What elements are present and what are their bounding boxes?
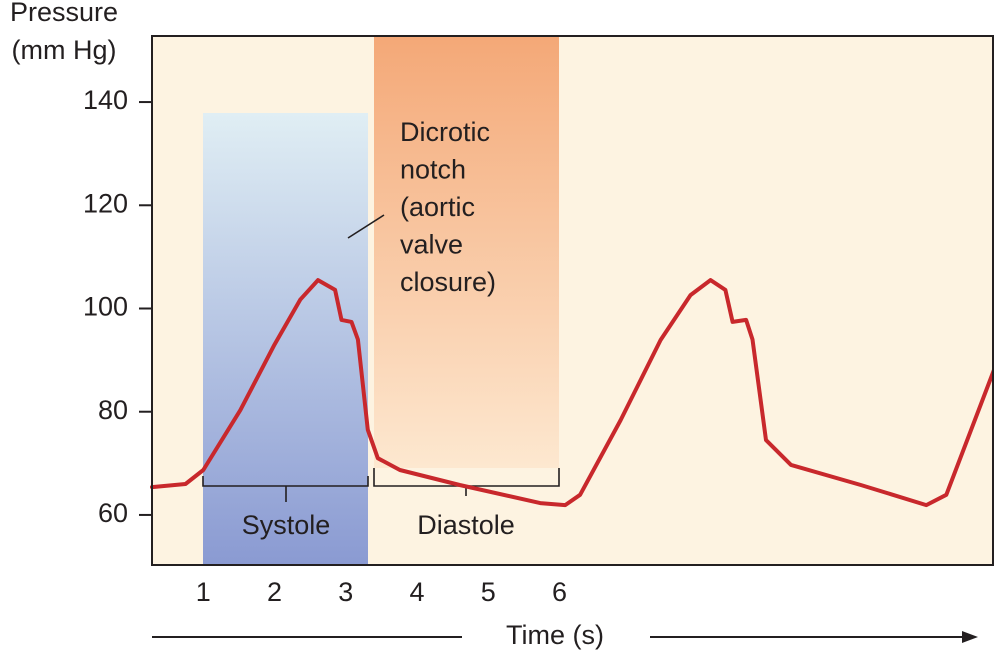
pressure-line — [150, 278, 994, 508]
annotation: valve — [400, 230, 463, 260]
y-axis-label: Pressure — [10, 0, 118, 27]
x-tick-label: 5 — [481, 577, 496, 607]
x-tick-label: 3 — [338, 577, 353, 607]
diastole-band — [374, 36, 559, 468]
plot-frame — [151, 35, 994, 566]
arrow-head — [962, 631, 978, 643]
y-tick-label: 80 — [98, 395, 128, 425]
y-tick-label: 60 — [98, 498, 128, 528]
annotation-pointer — [347, 214, 385, 239]
x-axis-label: Time (s) — [506, 620, 604, 650]
x-tick-label: 2 — [267, 577, 282, 607]
annotation: (aortic — [400, 192, 475, 222]
x-tick-label: 6 — [552, 577, 567, 607]
annotation: closure) — [400, 267, 496, 297]
y-tick-label: 140 — [83, 85, 128, 115]
annotation: Dicrotic — [400, 117, 490, 147]
phase-label: Systole — [242, 510, 331, 540]
systole-bracket — [202, 476, 369, 502]
y-tick-label: 120 — [83, 188, 128, 218]
x-tick-label: 4 — [409, 577, 424, 607]
x-tick-label: 1 — [196, 577, 211, 607]
y-tick-label: 100 — [83, 292, 128, 322]
y-axis-label: (mm Hg) — [12, 35, 117, 65]
annotation: notch — [400, 155, 466, 185]
phase-label: Diastole — [417, 510, 515, 540]
